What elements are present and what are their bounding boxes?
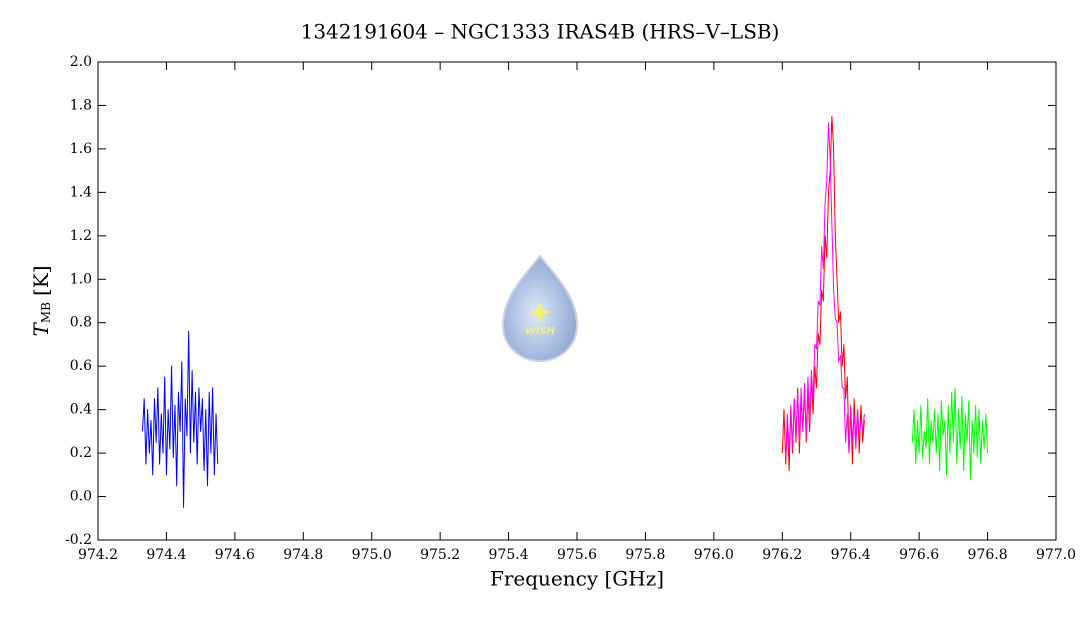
x-tick-label: 975.0 (352, 547, 392, 563)
y-tick-label: 1.6 (70, 141, 92, 157)
x-tick-label: 975.4 (489, 547, 529, 563)
y-tick-label: 1.8 (70, 97, 92, 113)
y-tick-label: 0.4 (70, 402, 92, 418)
x-tick-label: 975.2 (420, 547, 460, 563)
y-tick-label: 1.4 (70, 184, 92, 200)
x-tick-label: 974.8 (283, 547, 323, 563)
x-tick-label: 975.8 (625, 547, 665, 563)
y-label-subscript: MB (39, 302, 53, 323)
x-tick-label: 974.4 (146, 547, 186, 563)
y-tick-label: 0.8 (70, 315, 92, 331)
spectrum-line (785, 122, 865, 458)
y-tick-label: 0.0 (70, 489, 92, 505)
watermark-logo: WISH (501, 254, 579, 363)
y-label-symbol: T (29, 322, 53, 337)
y-tick-label: 1.0 (70, 271, 92, 287)
y-tick-label: 2.0 (70, 54, 92, 70)
x-tick-label: 976.6 (899, 547, 939, 563)
spectrum-line (911, 387, 989, 480)
x-tick-label: 976.2 (762, 547, 802, 563)
chart-title: 1342191604 – NGC1333 IRAS4B (HRS–V–LSB) (301, 20, 780, 44)
y-tick-label: -0.2 (65, 532, 92, 548)
x-tick-label: 976.0 (694, 547, 734, 563)
x-axis-label: Frequency [GHz] (490, 567, 664, 591)
x-tick-label: 976.8 (968, 547, 1008, 563)
star-icon (529, 302, 551, 323)
spectrum-line (141, 330, 219, 508)
x-tick-label: 976.4 (831, 547, 871, 563)
y-tick-label: 0.2 (70, 445, 92, 461)
x-tick-label: 975.6 (557, 547, 597, 563)
y-tick-label: 0.6 (70, 358, 92, 374)
watermark-text: WISH (525, 326, 556, 337)
x-tick-label: 977.0 (1036, 547, 1076, 563)
x-tick-label: 974.6 (215, 547, 255, 563)
y-tick-label: 1.2 (70, 228, 92, 244)
x-tick-label: 974.2 (78, 547, 118, 563)
y-axis-label: TMB [K] (29, 266, 53, 337)
y-label-unit: [K] (29, 266, 53, 297)
plot-area (141, 115, 989, 508)
